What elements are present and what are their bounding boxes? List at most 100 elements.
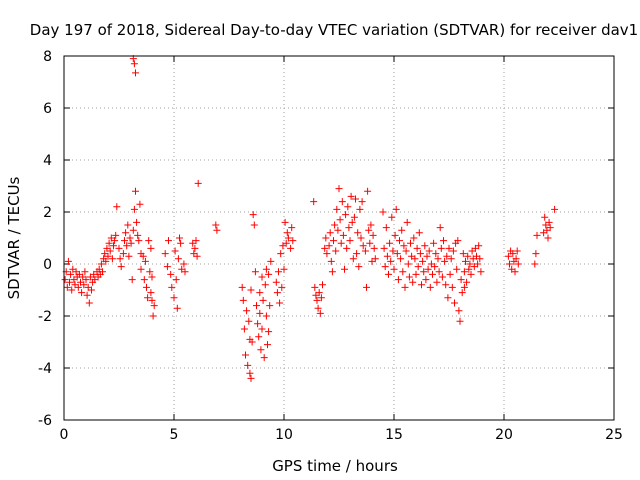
y-tick-label: 2 (43, 205, 52, 221)
data-point (280, 265, 288, 273)
data-point (331, 221, 339, 229)
data-point (132, 187, 139, 195)
data-point (277, 250, 285, 258)
data-point (504, 252, 512, 260)
data-point (511, 268, 519, 276)
data-point (388, 213, 396, 221)
data-point (403, 218, 411, 226)
data-point (381, 263, 389, 271)
data-point (330, 237, 337, 245)
data-point (546, 224, 554, 232)
data-point (449, 247, 457, 255)
data-point (444, 294, 452, 302)
data-point (514, 260, 522, 268)
data-point (276, 299, 284, 307)
data-point (380, 244, 388, 252)
data-point (124, 221, 132, 229)
data-point (429, 270, 436, 278)
data-point (317, 294, 325, 302)
data-point (143, 283, 150, 291)
data-point (386, 239, 394, 247)
x-tick-label: 5 (170, 427, 179, 443)
data-point (258, 273, 266, 281)
data-point (477, 268, 485, 276)
data-point (121, 237, 128, 245)
data-point (110, 242, 117, 250)
data-point (343, 244, 351, 252)
data-point (361, 247, 369, 255)
data-point (456, 317, 464, 325)
data-point (140, 276, 148, 284)
data-point (275, 268, 282, 276)
data-point (346, 237, 354, 245)
data-point (370, 244, 378, 252)
data-point (532, 250, 540, 258)
x-axis-ticks: 0 5 10 15 20 25 (60, 56, 623, 443)
data-point (161, 250, 169, 258)
data-point (393, 250, 401, 258)
data-point (112, 231, 120, 239)
data-point (61, 276, 69, 284)
data-point (194, 179, 202, 187)
data-point (533, 231, 541, 239)
data-point (245, 317, 253, 325)
data-point (347, 192, 355, 200)
data-point (443, 252, 451, 260)
data-point (130, 60, 138, 68)
data-point (104, 252, 112, 260)
data-point (401, 283, 409, 291)
data-point (418, 281, 425, 289)
chart-title: Day 197 of 2018, Sidereal Day-to-day VTE… (30, 21, 638, 39)
data-point (451, 299, 458, 307)
data-point (132, 69, 139, 77)
data-point (440, 237, 447, 245)
data-point (88, 286, 95, 294)
data-point (239, 296, 247, 304)
data-point (255, 333, 263, 341)
data-point (177, 239, 185, 247)
x-tick-label: 15 (385, 427, 403, 443)
data-point (244, 361, 252, 369)
data-point (409, 278, 417, 286)
data-point (352, 195, 359, 203)
data-point (544, 234, 552, 242)
data-point (128, 276, 136, 284)
data-point (238, 283, 246, 291)
data-point (512, 255, 520, 263)
data-point (350, 213, 358, 221)
data-point (411, 255, 419, 263)
data-point (102, 257, 110, 265)
data-point (545, 218, 553, 226)
data-point (74, 283, 82, 291)
data-point (310, 198, 318, 206)
data-point (398, 226, 406, 234)
data-point (122, 229, 130, 237)
data-point (438, 273, 446, 281)
data-point (357, 234, 365, 242)
data-point (262, 265, 270, 273)
data-point (253, 302, 260, 310)
data-point (397, 255, 405, 263)
data-point (247, 374, 255, 382)
data-point (454, 237, 462, 245)
data-point (147, 244, 155, 252)
data-point (247, 286, 255, 294)
data-point (416, 250, 424, 258)
data-point (457, 276, 465, 284)
data-point (436, 224, 444, 232)
data-point (63, 283, 71, 291)
data-point (171, 247, 179, 255)
data-point (259, 296, 267, 304)
data-point (433, 278, 441, 286)
data-point (458, 289, 466, 297)
data-point (262, 312, 270, 320)
data-point (355, 263, 363, 271)
data-point (148, 273, 156, 281)
data-point (463, 278, 471, 286)
data-point (265, 328, 273, 336)
data-point (394, 276, 402, 284)
data-point (541, 213, 549, 221)
data-point (410, 234, 418, 242)
y-tick-label: -2 (38, 309, 52, 325)
